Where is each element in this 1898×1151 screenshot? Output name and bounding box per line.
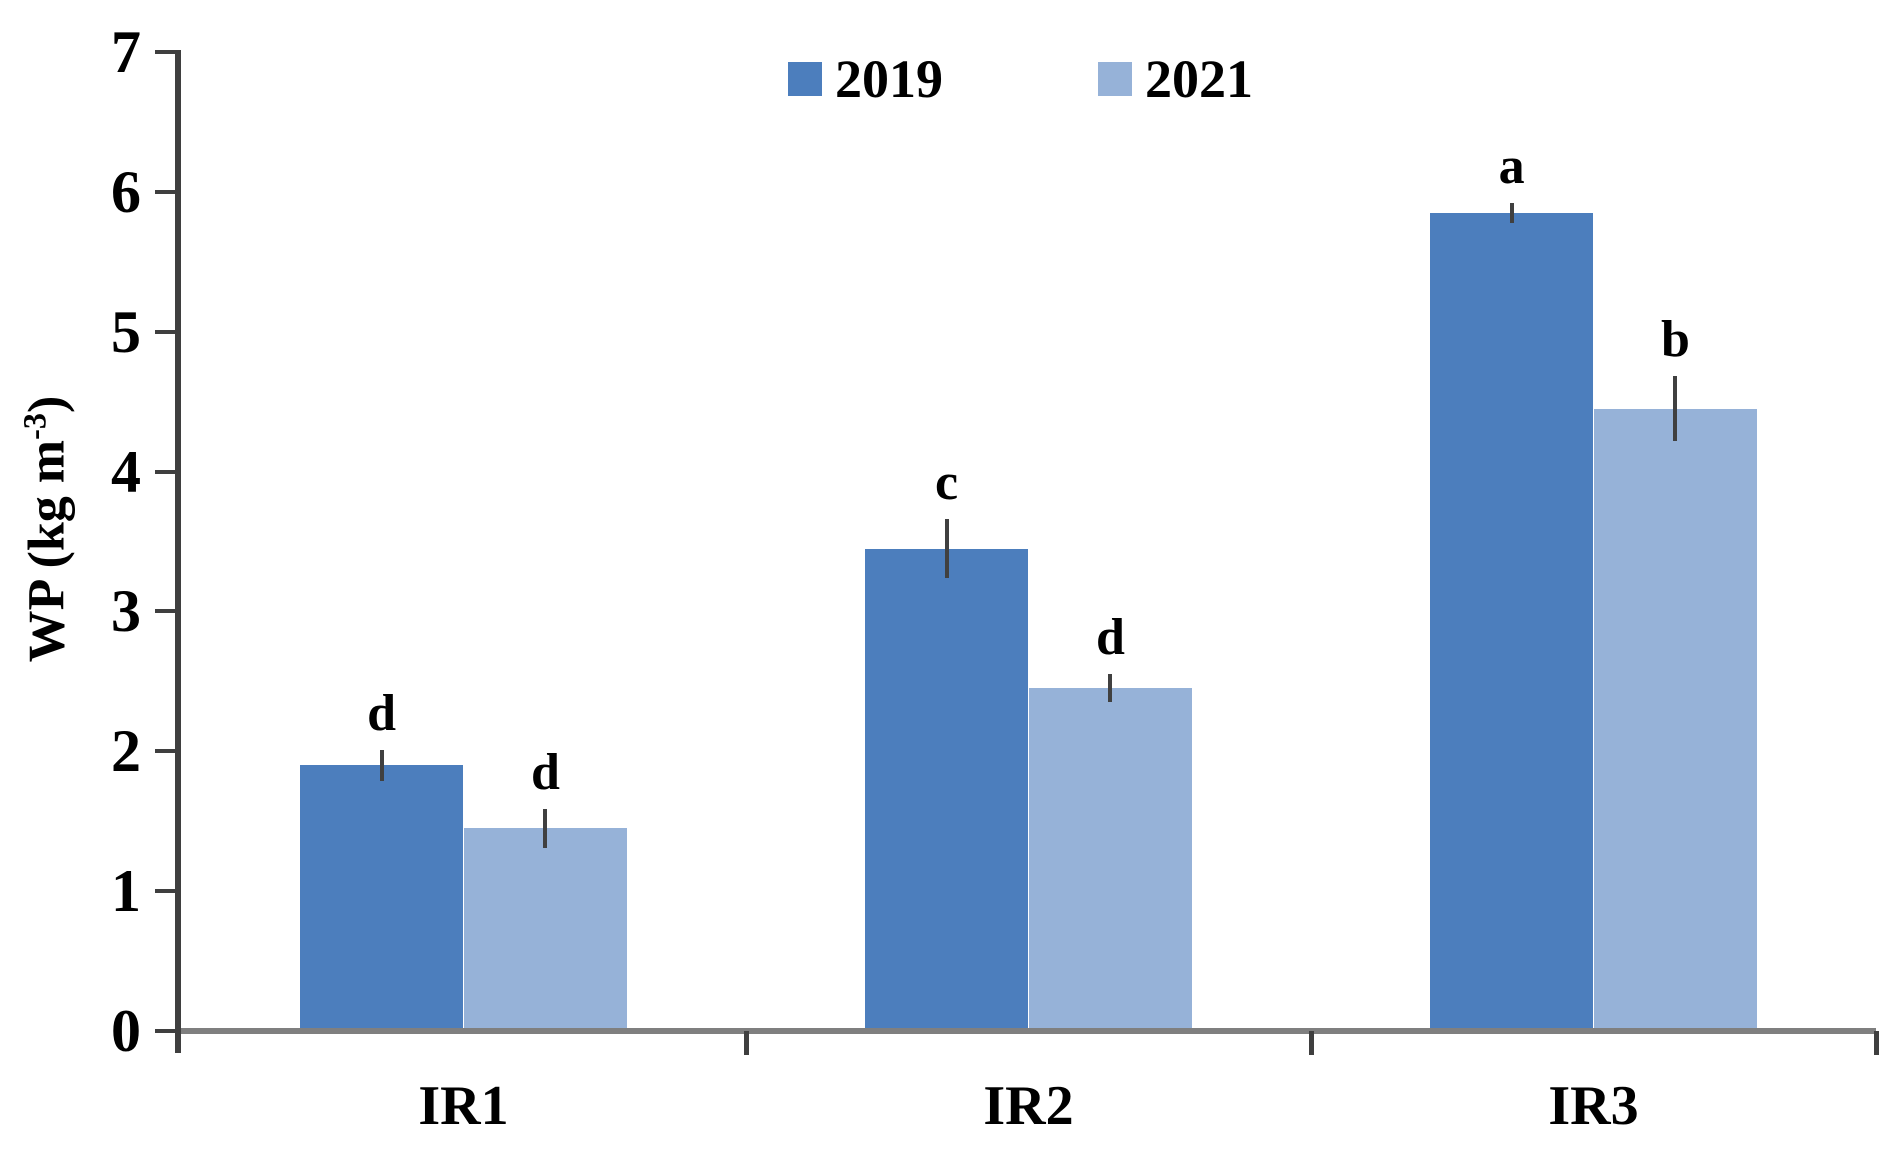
error-bar [944, 519, 949, 578]
y-axis-line [175, 52, 181, 1053]
error-bar [1108, 674, 1113, 703]
bar-2021-ir1 [463, 828, 628, 1031]
legend-swatch [788, 62, 822, 96]
significance-letter: b [1660, 311, 1690, 369]
x-axis-tick [1874, 1031, 1879, 1055]
y-axis-title-superscript: -3 [16, 413, 53, 440]
y-axis-tick [155, 469, 181, 474]
y-axis-tick-label: 5 [111, 298, 141, 365]
legend-item-2019: 2019 [788, 52, 943, 106]
x-category-label: IR1 [418, 1075, 509, 1137]
legend-swatch [1098, 62, 1132, 96]
legend-label: 2021 [1145, 49, 1253, 109]
y-axis-tick-label: 3 [111, 578, 141, 645]
significance-letter: d [367, 684, 397, 742]
y-axis-tick [155, 189, 181, 194]
significance-letter: d [1095, 609, 1125, 667]
y-axis-tick-label: 4 [111, 438, 141, 505]
y-axis-tick [155, 749, 181, 754]
plot-area: 0 1 2 3 4 5 6 7 d d c d a b [111, 22, 1879, 1061]
error-bar [1509, 203, 1514, 223]
legend: 2019 2021 [788, 52, 1253, 106]
bar-2021-ir3 [1593, 408, 1758, 1031]
legend-item-2021: 2021 [1098, 52, 1253, 106]
y-axis-title-text: WP (kg m [18, 439, 76, 663]
legend-label: 2019 [835, 49, 943, 109]
y-axis-tick-label: 2 [111, 718, 141, 785]
x-category-label: IR3 [1548, 1075, 1639, 1137]
bar-2019-ir3 [1429, 212, 1594, 1031]
significance-letter: a [1498, 138, 1525, 196]
y-axis-tick [155, 609, 181, 614]
error-bar [379, 749, 384, 781]
y-axis-tick-label: 1 [111, 858, 141, 925]
y-axis-tick-label: 0 [111, 998, 141, 1064]
x-axis-line [175, 1028, 1876, 1034]
bar-2019-ir2 [864, 548, 1029, 1031]
y-axis-title: WP (kg m-3) [16, 395, 76, 663]
y-axis-tick [155, 1029, 181, 1033]
bar-2021-ir2 [1028, 688, 1193, 1031]
significance-letter: c [935, 454, 959, 512]
error-bar [1673, 376, 1678, 441]
y-axis-tick [155, 50, 181, 54]
x-category-label: IR2 [983, 1075, 1074, 1137]
y-axis-tick-label: 7 [111, 19, 141, 85]
y-axis-tick-label: 6 [111, 158, 141, 225]
y-axis-tick [155, 889, 181, 894]
x-axis-tick [744, 1031, 749, 1055]
y-axis-title-close-paren: ) [18, 395, 76, 414]
y-axis-tick [155, 329, 181, 334]
error-bar [543, 808, 548, 848]
significance-letter: d [530, 743, 560, 801]
bar-2019-ir1 [299, 765, 464, 1031]
x-axis-tick [1309, 1031, 1314, 1055]
